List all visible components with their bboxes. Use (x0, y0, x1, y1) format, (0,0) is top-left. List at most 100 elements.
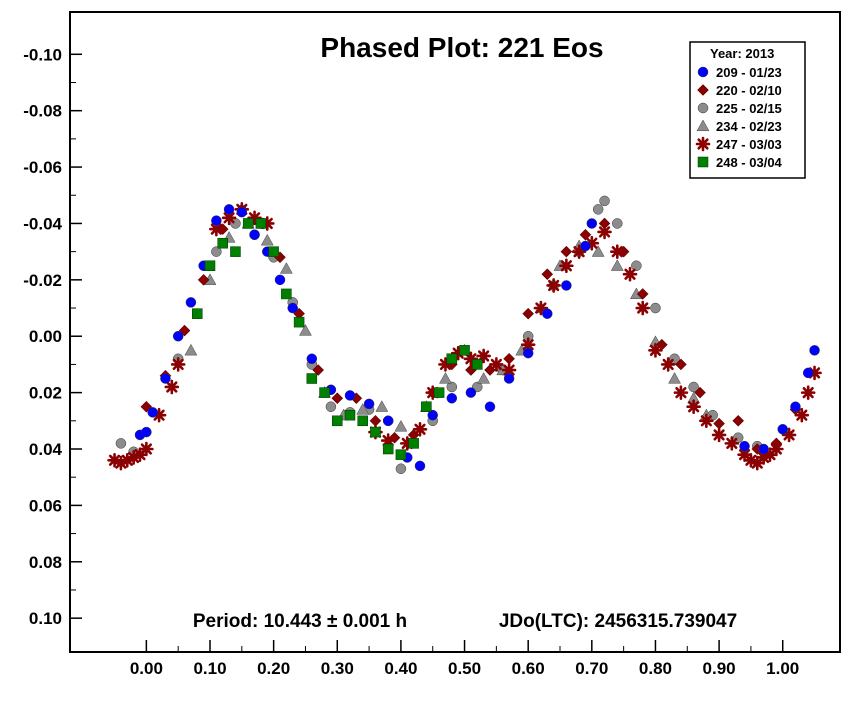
data-point (522, 307, 535, 320)
data-point (274, 274, 286, 286)
data-point (197, 273, 210, 286)
y-axis: -0.10 -0.08 -0.06 -0.04 -0.02 0.00 0.02 0.04 0.0… (23, 45, 82, 628)
data-point (699, 413, 714, 429)
data-point (414, 460, 426, 472)
data-point (217, 237, 228, 249)
data-point (119, 452, 135, 468)
data-point (769, 441, 784, 457)
data-point (541, 268, 554, 281)
data-point (425, 385, 441, 400)
data-point (356, 403, 370, 415)
legend-label: 247 - 03/03 (716, 137, 782, 152)
data-point (610, 259, 624, 271)
data-point (758, 443, 769, 455)
data-point (477, 372, 491, 384)
data-point (164, 379, 180, 395)
legend-marker (697, 66, 709, 78)
data-point (586, 218, 598, 229)
data-point (382, 443, 394, 455)
y-tick-label: -0.02 (23, 271, 62, 290)
data-point (332, 415, 343, 427)
legend-title: Year: 2013 (710, 46, 774, 61)
data-point (794, 407, 810, 423)
data-point (382, 415, 394, 427)
data-point (236, 206, 248, 218)
data-point (319, 387, 330, 398)
y-tick-label: 0.00 (29, 327, 62, 346)
data-point (542, 308, 553, 319)
data-point (533, 300, 549, 316)
data-point (132, 447, 148, 462)
data-point (204, 260, 216, 271)
x-tick-label: 0.50 (448, 659, 481, 678)
data-point (399, 436, 415, 451)
data-point (520, 337, 536, 352)
data-point (580, 240, 591, 252)
data-point (686, 399, 701, 415)
data-point (476, 348, 491, 364)
x-tick-label: 0.80 (639, 659, 672, 678)
data-point (151, 407, 167, 423)
data-point (724, 436, 740, 451)
x-tick-label: 1.00 (766, 659, 799, 678)
legend-label: 225 - 02/15 (716, 101, 782, 116)
x-tick-label: 0.00 (130, 659, 163, 678)
data-point (446, 393, 458, 404)
data-point (463, 351, 479, 367)
data-point (781, 427, 797, 443)
data-point (660, 357, 676, 372)
data-point (503, 373, 515, 384)
data-point (249, 229, 260, 240)
legend-marker (696, 119, 710, 132)
data-point (395, 449, 407, 460)
data-point (221, 210, 237, 226)
data-point (450, 345, 466, 361)
data-point (472, 359, 483, 370)
y-tick-label: 0.06 (29, 496, 62, 515)
data-point (777, 424, 788, 435)
x-axis: 0.00 0.10 0.20 0.30 0.40 0.50 0.60 0.70 0.80 0.90… (130, 640, 799, 678)
data-point (172, 330, 184, 342)
data-point (242, 218, 254, 229)
data-point (115, 438, 127, 449)
data-point (209, 221, 224, 237)
y-tick-label: 0.10 (29, 609, 62, 628)
data-point (259, 216, 275, 231)
y-tick-label: -0.06 (23, 158, 62, 177)
data-point (732, 414, 745, 427)
data-point (363, 398, 375, 410)
legend-label: 220 - 02/10 (716, 83, 782, 98)
data-point (762, 447, 778, 462)
legend-label: 234 - 02/23 (716, 119, 782, 134)
epoch-annotation: JDo(LTC): 2456315.739047 (499, 611, 737, 632)
data-point (230, 246, 241, 257)
data-point (484, 401, 496, 412)
data-point (113, 455, 129, 471)
data-point (743, 452, 759, 468)
data-point (421, 401, 432, 412)
data-point (139, 441, 154, 457)
data-point (160, 373, 171, 384)
data-point (522, 347, 534, 359)
data-point (673, 385, 689, 400)
legend-label: 209 - 01/23 (716, 65, 782, 80)
data-point (344, 409, 356, 421)
data-point (281, 288, 292, 300)
x-tick-label: 0.90 (703, 659, 736, 678)
data-point (802, 367, 814, 379)
data-point (609, 244, 625, 259)
data-point (635, 300, 651, 316)
data-point (147, 407, 158, 418)
data-point (739, 440, 750, 452)
data-point (668, 372, 681, 384)
data-point (648, 343, 663, 358)
data-point (184, 343, 198, 356)
data-point (293, 316, 305, 328)
data-point (599, 195, 610, 207)
data-point (370, 426, 381, 438)
x-tick-label: 0.30 (321, 659, 354, 678)
legend: Year: 2013 209 - 01/23 220 - 02/10 225 - 0… (689, 41, 806, 179)
legend-label: 248 - 03/04 (716, 155, 783, 170)
data-point (433, 387, 445, 398)
legend-marker (697, 102, 709, 114)
